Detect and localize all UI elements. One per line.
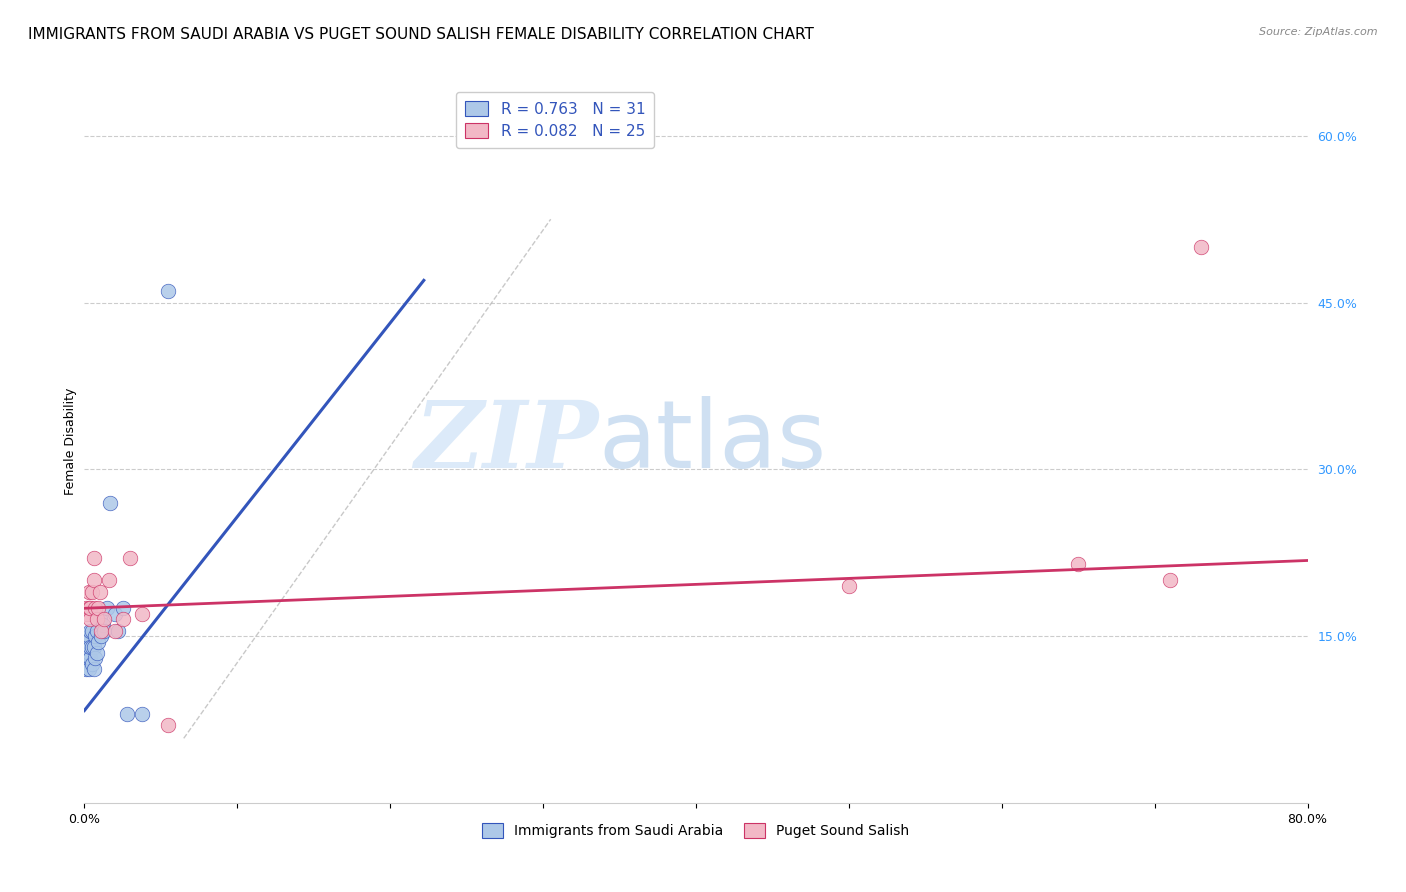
Point xyxy=(83,574,105,588)
Point xyxy=(80,657,103,671)
Text: ZIP: ZIP xyxy=(413,397,598,486)
Point xyxy=(93,624,115,638)
Point xyxy=(75,662,97,676)
Point xyxy=(84,629,107,643)
Text: atlas: atlas xyxy=(598,395,827,488)
Point xyxy=(80,640,103,655)
Point xyxy=(79,624,101,638)
Point xyxy=(83,662,105,676)
Point xyxy=(86,612,108,626)
Point xyxy=(91,618,114,632)
Point xyxy=(79,601,101,615)
Point xyxy=(90,624,112,638)
Point xyxy=(77,601,100,615)
Point xyxy=(96,601,118,615)
Point xyxy=(98,496,121,510)
Point xyxy=(115,706,138,721)
Y-axis label: Female Disability: Female Disability xyxy=(65,388,77,495)
Point xyxy=(79,612,101,626)
Point xyxy=(87,634,110,648)
Point xyxy=(104,624,127,638)
Point xyxy=(83,551,105,566)
Point xyxy=(157,718,180,732)
Point xyxy=(83,640,105,655)
Point xyxy=(111,601,134,615)
Point xyxy=(90,629,112,643)
Point xyxy=(77,629,100,643)
Point xyxy=(76,607,98,621)
Point xyxy=(838,579,860,593)
Point xyxy=(120,551,142,566)
Legend: Immigrants from Saudi Arabia, Puget Sound Salish: Immigrants from Saudi Arabia, Puget Soun… xyxy=(474,815,918,847)
Point xyxy=(75,601,97,615)
Point xyxy=(89,584,111,599)
Point xyxy=(77,584,100,599)
Point xyxy=(93,612,115,626)
Point xyxy=(131,706,153,721)
Point xyxy=(87,601,110,615)
Point xyxy=(80,624,103,638)
Point xyxy=(107,624,129,638)
Point xyxy=(157,285,180,299)
Point xyxy=(1159,574,1181,588)
Text: Source: ZipAtlas.com: Source: ZipAtlas.com xyxy=(1260,27,1378,37)
Point xyxy=(79,640,101,655)
Point xyxy=(111,612,134,626)
Point xyxy=(89,612,111,626)
Point xyxy=(76,634,98,648)
Point xyxy=(76,651,98,665)
Point xyxy=(80,584,103,599)
Point xyxy=(1189,240,1212,254)
Point xyxy=(77,646,100,660)
Point xyxy=(1067,557,1090,571)
Point xyxy=(104,607,127,621)
Point xyxy=(86,624,108,638)
Text: IMMIGRANTS FROM SAUDI ARABIA VS PUGET SOUND SALISH FEMALE DISABILITY CORRELATION: IMMIGRANTS FROM SAUDI ARABIA VS PUGET SO… xyxy=(28,27,814,42)
Point xyxy=(131,607,153,621)
Point xyxy=(84,651,107,665)
Point xyxy=(97,574,120,588)
Point xyxy=(86,646,108,660)
Point xyxy=(77,662,100,676)
Point xyxy=(79,651,101,665)
Point xyxy=(84,601,107,615)
